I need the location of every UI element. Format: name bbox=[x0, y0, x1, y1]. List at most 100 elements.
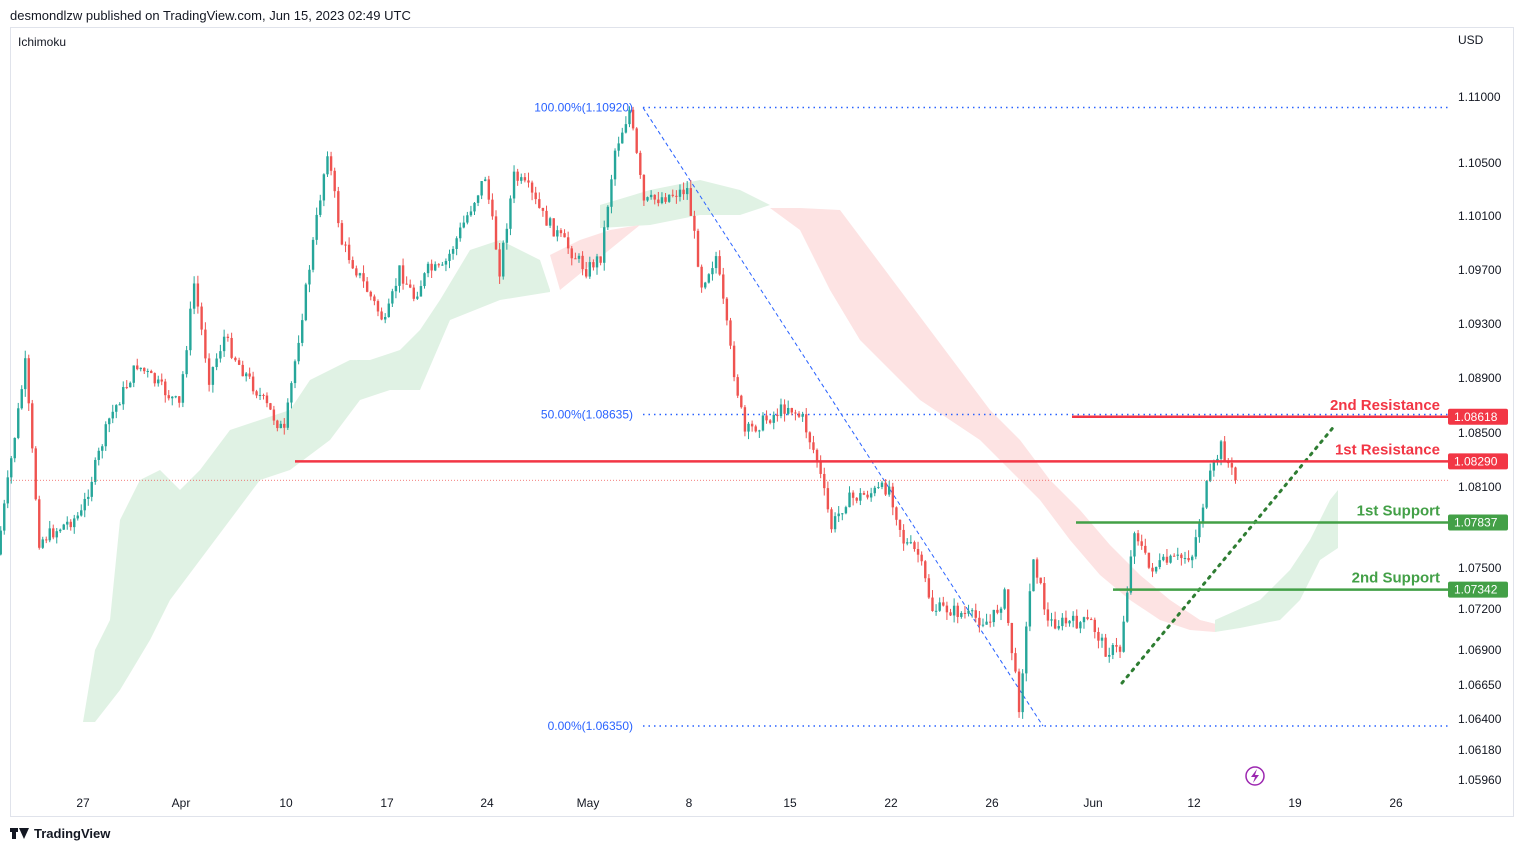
candle-body bbox=[556, 230, 559, 237]
candle-body bbox=[1136, 533, 1140, 542]
time-axis[interactable]: 27 Apr 10 17 24 May 8 15 22 26 Jun 12 19 26 bbox=[76, 796, 1403, 810]
candle-body bbox=[761, 415, 765, 431]
candle-body bbox=[192, 283, 196, 309]
candle-body bbox=[830, 509, 833, 530]
price-tick-label: 1.07200 bbox=[1458, 602, 1502, 616]
candle-body bbox=[174, 396, 177, 398]
candle-body bbox=[59, 529, 62, 532]
candle-body bbox=[157, 379, 160, 384]
candle-body bbox=[1086, 617, 1089, 620]
candle-body bbox=[502, 242, 505, 277]
indicator-legend[interactable]: Ichimoku bbox=[18, 35, 67, 49]
candle-body bbox=[635, 128, 638, 153]
ascending-trendline bbox=[1120, 422, 1338, 685]
candle-body bbox=[13, 437, 16, 459]
candle-body bbox=[1025, 626, 1028, 674]
time-tick-label: 17 bbox=[380, 796, 394, 810]
tradingview-footer[interactable]: TradingView bbox=[10, 826, 110, 841]
candle-body bbox=[956, 605, 959, 617]
candle-body bbox=[276, 420, 279, 429]
time-tick-label: 24 bbox=[480, 796, 494, 810]
candle-body bbox=[693, 215, 696, 231]
candle-body bbox=[76, 515, 79, 519]
candle-body bbox=[689, 188, 693, 216]
footer-brand: TradingView bbox=[34, 826, 111, 841]
candle-body bbox=[358, 273, 362, 276]
candle-body bbox=[696, 230, 700, 267]
candle-body bbox=[244, 373, 248, 377]
candle-body bbox=[1082, 617, 1086, 623]
time-tick-label: 26 bbox=[985, 796, 999, 810]
candle-body bbox=[164, 381, 167, 396]
time-tick-label: 22 bbox=[884, 796, 898, 810]
candle-body bbox=[1183, 558, 1187, 560]
price-tick-label: 1.06400 bbox=[1458, 712, 1502, 726]
candle-body bbox=[754, 426, 757, 432]
candle-body bbox=[657, 199, 660, 204]
candle-body bbox=[736, 377, 739, 396]
candle-body bbox=[628, 109, 631, 125]
price-tick-label: 1.07500 bbox=[1458, 561, 1502, 575]
cloud-bullish bbox=[83, 240, 550, 722]
candle-body bbox=[934, 610, 938, 612]
candle-body bbox=[391, 291, 394, 304]
candle-body bbox=[226, 336, 230, 338]
candle-body bbox=[1118, 646, 1122, 652]
candle-body bbox=[41, 539, 44, 548]
svg-text:1.07837: 1.07837 bbox=[1454, 516, 1498, 530]
candle-body bbox=[262, 394, 265, 396]
candle-body bbox=[329, 156, 333, 171]
candle-body bbox=[62, 524, 65, 530]
candle-body bbox=[215, 358, 218, 368]
candle-body bbox=[1075, 615, 1078, 629]
lightning-icon[interactable] bbox=[1245, 766, 1265, 786]
candle-body bbox=[1014, 653, 1017, 672]
candle-body bbox=[530, 182, 534, 193]
candle-body bbox=[581, 255, 584, 270]
candle-body bbox=[83, 498, 86, 511]
candle-body bbox=[48, 528, 51, 541]
svg-text:1.08618: 1.08618 bbox=[1454, 410, 1498, 424]
level-name: 1st Support bbox=[1357, 503, 1440, 520]
candle-body bbox=[1064, 617, 1068, 624]
candle-body bbox=[80, 510, 83, 516]
candle-body bbox=[265, 395, 269, 404]
candle-body bbox=[1057, 626, 1060, 629]
candle-body bbox=[146, 370, 149, 372]
candle-body bbox=[833, 516, 837, 530]
candle-body bbox=[476, 195, 480, 203]
candle-body bbox=[412, 287, 415, 299]
candle-body bbox=[1093, 619, 1097, 633]
candle-body bbox=[1007, 589, 1010, 623]
candle-body bbox=[66, 521, 69, 525]
candle-body bbox=[409, 284, 412, 288]
candle-body bbox=[1219, 441, 1223, 459]
candle-body bbox=[898, 519, 902, 530]
candle-body bbox=[469, 211, 473, 216]
candle-body bbox=[293, 361, 297, 384]
candle-body bbox=[234, 357, 237, 361]
candle-body bbox=[584, 269, 588, 277]
candle-body bbox=[869, 493, 873, 498]
candle-body bbox=[880, 482, 884, 487]
candle-body bbox=[189, 308, 192, 351]
candle-body bbox=[24, 358, 27, 390]
candle-body bbox=[624, 124, 628, 133]
price-axis[interactable]: 1.11000 1.10500 1.10100 1.09700 1.09300 1.089… bbox=[1458, 90, 1502, 787]
candle-body bbox=[606, 206, 610, 228]
candle-body bbox=[255, 391, 258, 396]
cloud-bearish bbox=[550, 225, 640, 290]
candle-body bbox=[548, 218, 552, 226]
candle-body bbox=[776, 414, 779, 417]
candle-body bbox=[204, 329, 207, 359]
candle-body bbox=[895, 507, 898, 520]
candle-body bbox=[1158, 560, 1161, 567]
candle-body bbox=[1126, 592, 1129, 622]
candle-body bbox=[974, 610, 977, 618]
fibonacci-retracement: 100.00%(1.10920) 50.00%(1.08635) 0.00%(1.0… bbox=[534, 101, 1448, 733]
candle-body bbox=[826, 488, 830, 510]
candle-body bbox=[916, 549, 920, 555]
candle-body bbox=[729, 320, 732, 346]
candle-body bbox=[844, 507, 848, 514]
